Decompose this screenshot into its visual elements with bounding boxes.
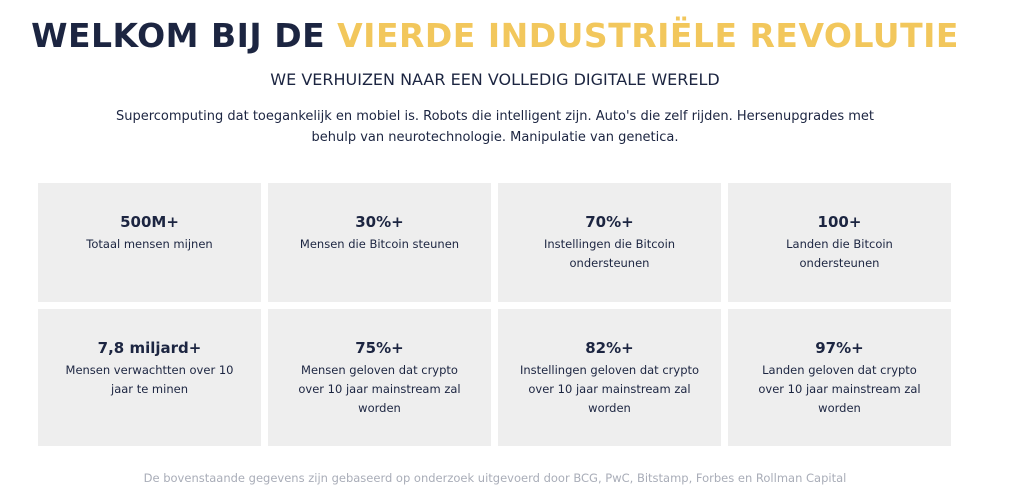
- stat-value: 97%+: [815, 339, 864, 357]
- stat-card: 7,8 miljard+ Mensen verwachtten over 10 j…: [38, 309, 261, 446]
- stat-card: 500M+ Totaal mensen mijnen: [38, 183, 261, 302]
- stat-card: 100+ Landen die Bitcoin ondersteunen: [728, 183, 951, 302]
- title-part: WELKOM BIJ DE: [31, 16, 326, 55]
- stat-value: 100+: [817, 213, 862, 231]
- stat-label: Totaal mensen mijnen: [86, 237, 213, 251]
- stat-label: Mensen geloven dat crypto over 10 jaar m…: [298, 363, 461, 415]
- stat-value: 75%+: [355, 339, 404, 357]
- subtitle: WE VERHUIZEN NAAR EEN VOLLEDIG DIGITALE …: [270, 70, 720, 89]
- stat-value: 7,8 miljard+: [97, 339, 202, 357]
- stat-card: 75%+ Mensen geloven dat crypto over 10 ja…: [268, 309, 491, 446]
- intro: Supercomputing dat toegankelijk en mobie…: [115, 109, 875, 145]
- stat-value: 70%+: [585, 213, 634, 231]
- stat-value: 500M+: [120, 213, 179, 231]
- stat-value: 82%+: [585, 339, 634, 357]
- stat-label: Landen geloven dat crypto over 10 jaar m…: [758, 363, 921, 415]
- stat-label: Instellingen die Bitcoin ondersteunen: [543, 237, 676, 270]
- stat-card: 70%+ Instellingen die Bitcoin ondersteune…: [498, 183, 721, 302]
- stat-card: 97%+ Landen geloven dat crypto over 10 ja…: [728, 309, 951, 446]
- stats-grid: 500M+ Totaal mensen mijnen 30%+ Mensen die …: [38, 183, 951, 446]
- stat-card: 30%+ Mensen die Bitcoin steunen: [268, 183, 491, 302]
- footnote: De bovenstaande gegevens zijn gebaseerd …: [143, 471, 847, 485]
- stat-card: 82%+ Instellingen geloven dat crypto over…: [498, 309, 721, 446]
- title-highlight: VIERDE INDUSTRIËLE REVOLUTIE: [337, 16, 959, 55]
- stat-label: Instellingen geloven dat crypto over 10 …: [519, 363, 700, 415]
- title: WELKOM BIJ DE VIERDE INDUSTRIËLE REVOLUT…: [0, 16, 990, 55]
- stat-label: Mensen die Bitcoin steunen: [299, 237, 460, 251]
- stat-value: 30%+: [355, 213, 404, 231]
- stat-label: Mensen verwachtten over 10 jaar te minen: [65, 363, 234, 396]
- stat-label: Landen die Bitcoin ondersteunen: [786, 237, 893, 270]
